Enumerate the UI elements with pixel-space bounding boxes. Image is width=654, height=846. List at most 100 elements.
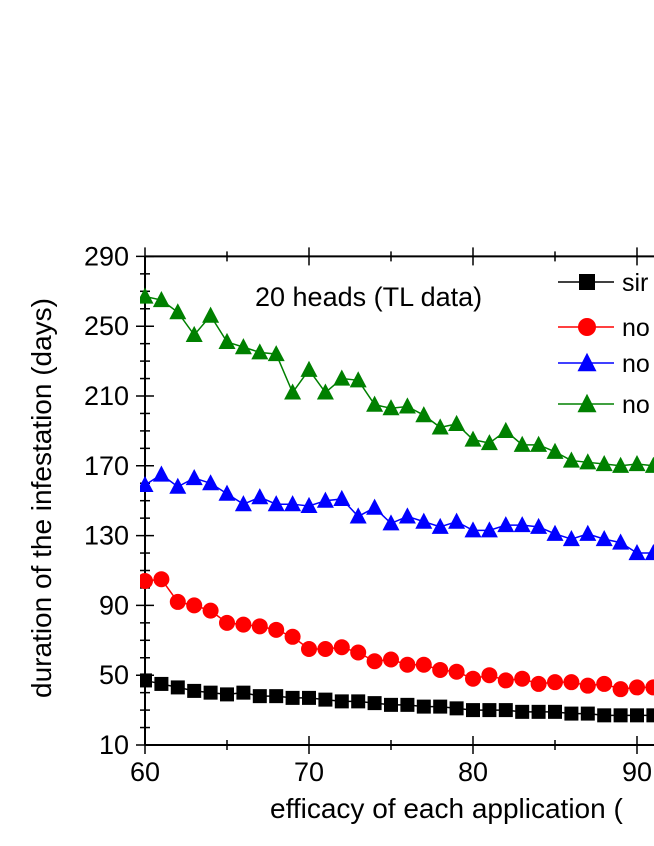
- data-point: [400, 697, 415, 712]
- data-point: [431, 418, 449, 435]
- data-point: [252, 689, 267, 704]
- data-point: [285, 690, 300, 705]
- data-point: [366, 498, 384, 515]
- data-point: [464, 521, 482, 538]
- data-point: [169, 477, 187, 494]
- data-point: [384, 697, 398, 712]
- data-point: [513, 516, 531, 533]
- data-point: [480, 434, 498, 451]
- data-point: [480, 521, 498, 538]
- y-axis-title: duration of the infestation (days): [26, 298, 57, 698]
- axes: 10 50 90 130 170 210 250 290 60 70 80 90: [84, 241, 654, 787]
- data-point: [595, 455, 613, 472]
- data-point: [302, 690, 316, 705]
- data-point: [464, 430, 482, 447]
- data-point: [513, 435, 531, 452]
- data-point: [612, 456, 630, 473]
- data-point: [202, 474, 220, 491]
- x-tick-label: 70: [294, 757, 324, 787]
- data-point: [284, 628, 301, 645]
- data-point: [170, 680, 185, 695]
- data-point: [185, 468, 203, 486]
- data-point: [497, 672, 514, 689]
- data-point: [465, 670, 481, 687]
- data-point: [169, 593, 186, 610]
- series-0: [140, 673, 654, 723]
- legend-label: sir: [622, 269, 648, 297]
- x-tick-label: 80: [458, 757, 488, 787]
- data-point: [449, 701, 464, 716]
- data-point: [548, 704, 562, 719]
- data-point: [399, 656, 416, 673]
- data-point: [350, 644, 367, 661]
- data-point: [317, 641, 334, 658]
- data-point: [316, 491, 334, 508]
- data-point: [219, 614, 235, 631]
- data-point: [628, 455, 646, 472]
- data-point: [268, 621, 285, 638]
- data-point: [497, 516, 515, 533]
- data-point: [530, 675, 547, 692]
- data-point: [203, 685, 218, 700]
- data-point: [366, 653, 383, 670]
- data-point: [382, 399, 400, 416]
- data-point: [448, 663, 465, 680]
- data-point: [546, 524, 564, 541]
- data-point: [562, 451, 580, 468]
- y-tick-label: 210: [84, 381, 129, 411]
- data-point: [398, 507, 416, 524]
- data-point: [202, 306, 220, 323]
- data-point: [628, 544, 646, 561]
- data-point: [220, 687, 234, 702]
- data-point: [546, 442, 564, 459]
- data-point: [236, 685, 251, 700]
- data-point: [140, 287, 154, 304]
- data-point: [415, 406, 433, 423]
- data-point: [645, 679, 654, 696]
- data-point: [351, 694, 366, 709]
- data-point: [612, 533, 630, 550]
- legend-entry: no: [558, 391, 650, 419]
- data-point: [530, 435, 548, 452]
- data-point: [218, 484, 236, 501]
- data-point: [382, 514, 400, 531]
- data-point: [498, 703, 513, 718]
- data-point: [612, 681, 629, 698]
- data-point: [234, 338, 252, 355]
- data-point: [415, 656, 432, 673]
- y-tick-label: 170: [84, 451, 129, 481]
- y-tick-label: 130: [84, 521, 129, 551]
- data-point: [433, 699, 448, 714]
- data-point: [185, 325, 203, 342]
- series-line: [144, 295, 654, 467]
- data-point: [187, 683, 202, 698]
- data-point: [318, 692, 333, 707]
- data-point: [154, 676, 169, 691]
- legend-entry: no: [558, 314, 650, 342]
- legend-marker: [579, 274, 595, 290]
- data-point: [515, 704, 530, 719]
- data-point: [579, 677, 596, 694]
- data-point: [152, 290, 170, 308]
- data-point: [366, 395, 384, 412]
- legend-label: no: [622, 391, 650, 419]
- data-point: [562, 530, 580, 547]
- data-point: [416, 699, 431, 714]
- data-point: [448, 512, 466, 529]
- data-point: [644, 544, 654, 561]
- data-point: [140, 475, 154, 493]
- legend-marker: [577, 352, 597, 372]
- data-point: [267, 345, 285, 362]
- data-point: [482, 703, 497, 718]
- data-point: [383, 651, 399, 668]
- legend-label: no: [622, 314, 650, 342]
- data-point: [202, 602, 219, 619]
- data-point: [595, 530, 613, 547]
- data-point: [613, 708, 628, 723]
- legend-marker: [577, 393, 597, 413]
- data-point: [251, 618, 268, 635]
- chart-annotation: 20 heads (TL data): [255, 282, 482, 312]
- data-point: [466, 703, 480, 718]
- data-point: [301, 641, 317, 658]
